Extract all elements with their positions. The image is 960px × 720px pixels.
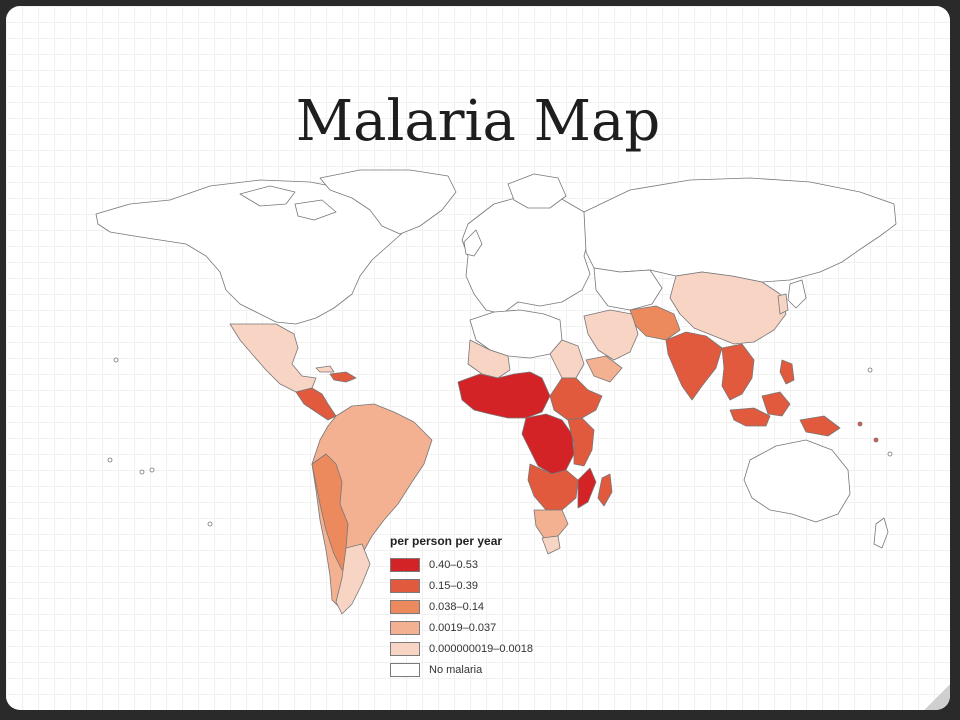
region-arctic-islands xyxy=(239,185,296,207)
legend-swatch xyxy=(390,641,420,656)
region-pacific-island xyxy=(207,521,213,527)
legend-swatch xyxy=(390,578,420,593)
region-east-africa xyxy=(567,417,595,467)
region-pacific-island xyxy=(887,451,893,457)
legend-items: 0.40–0.53 0.15–0.39 0.038–0.14 0.0019–0.037… xyxy=(390,554,540,680)
legend-label: 0.15–0.39 xyxy=(429,579,478,592)
region-north-america xyxy=(95,179,413,325)
legend-swatch xyxy=(390,557,420,572)
region-mozambique xyxy=(577,467,597,509)
region-uk xyxy=(463,229,483,257)
region-pacific-island xyxy=(857,421,863,427)
region-philippines xyxy=(779,359,795,385)
region-central-america xyxy=(295,387,337,421)
region-west-africa xyxy=(457,371,551,419)
region-mexico xyxy=(229,323,317,393)
legend-item: 0.038–0.14 xyxy=(390,596,540,617)
region-southern-africa xyxy=(533,509,569,539)
region-pacific-island xyxy=(149,467,155,473)
slide: Malaria Map xyxy=(6,6,950,710)
legend-title: per person per year xyxy=(390,534,503,548)
region-madagascar xyxy=(597,473,613,507)
region-australia xyxy=(743,439,851,523)
legend-label: 0.000000019–0.0018 xyxy=(429,642,533,655)
region-southern-africa-mid xyxy=(527,463,579,511)
world-malaria-map xyxy=(95,169,897,615)
region-pacific-island xyxy=(873,437,879,443)
legend-item: 0.15–0.39 xyxy=(390,575,540,596)
legend-item: No malaria xyxy=(390,659,540,680)
region-new-guinea xyxy=(799,415,841,437)
region-indonesia xyxy=(729,407,771,427)
region-middle-east xyxy=(583,309,639,361)
region-pacific-island xyxy=(113,357,119,363)
region-se-asia xyxy=(721,343,755,401)
legend-label: No malaria xyxy=(429,663,483,676)
legend-swatch xyxy=(390,620,420,635)
region-south-africa-tip xyxy=(541,535,561,555)
region-arctic-islands-2 xyxy=(294,199,337,221)
region-south-america-south xyxy=(335,543,371,615)
legend-label: 0.0019–0.037 xyxy=(429,621,497,634)
region-sahara xyxy=(467,339,511,379)
region-central-asia xyxy=(593,267,663,311)
region-pacific-island xyxy=(867,367,873,373)
region-south-asia xyxy=(665,331,723,401)
region-pacific-island xyxy=(107,457,113,463)
slide-title: Malaria Map xyxy=(295,89,661,154)
region-europe xyxy=(461,193,591,315)
region-korea-japan xyxy=(787,279,807,309)
page-curl xyxy=(924,684,950,710)
legend-item: 0.40–0.53 xyxy=(390,554,540,575)
region-caribbean xyxy=(329,371,357,383)
legend-item: 0.000000019–0.0018 xyxy=(390,638,540,659)
region-caribbean-2 xyxy=(315,365,335,373)
region-russia xyxy=(583,177,897,283)
legend-item: 0.0019–0.037 xyxy=(390,617,540,638)
region-korea xyxy=(777,293,789,315)
region-china xyxy=(669,271,787,345)
region-horn-africa xyxy=(549,377,603,421)
region-borneo xyxy=(761,391,791,417)
region-arabia xyxy=(585,355,623,383)
region-iran-afghan xyxy=(629,305,681,341)
region-new-zealand xyxy=(873,517,889,549)
region-scandinavia xyxy=(507,173,567,209)
legend: per person per year 0.40–0.53 0.15–0.39 0.… xyxy=(390,534,540,680)
region-greenland xyxy=(319,169,457,235)
legend-swatch xyxy=(390,599,420,614)
legend-label: 0.40–0.53 xyxy=(429,558,478,571)
legend-label: 0.038–0.14 xyxy=(429,600,485,613)
legend-swatch xyxy=(390,662,420,677)
region-pacific-island xyxy=(139,469,145,475)
